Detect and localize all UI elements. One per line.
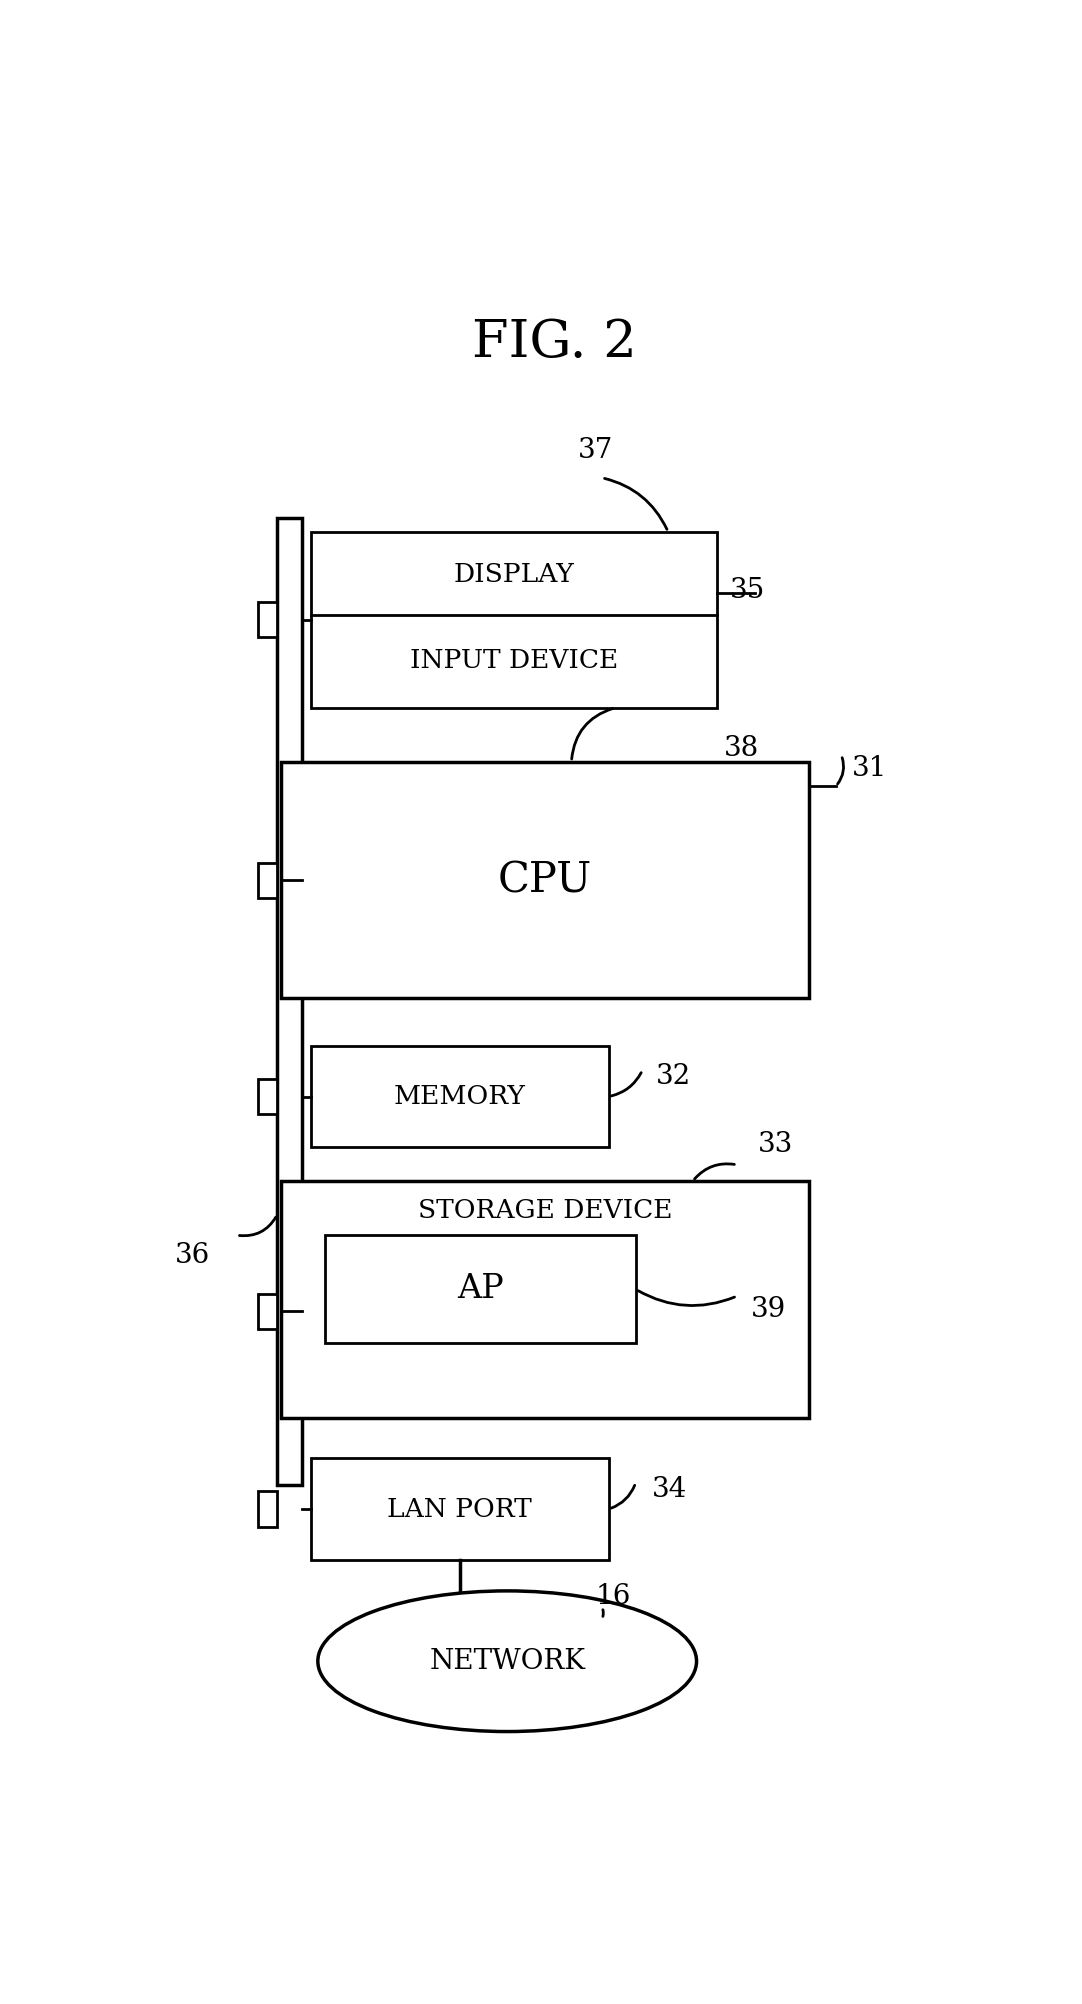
Bar bbox=[277, 519, 302, 1485]
Text: AP: AP bbox=[457, 1273, 503, 1305]
Text: FIG. 2: FIG. 2 bbox=[472, 317, 637, 369]
Ellipse shape bbox=[318, 1591, 697, 1731]
Text: LAN PORT: LAN PORT bbox=[387, 1497, 532, 1521]
Text: INPUT DEVICE: INPUT DEVICE bbox=[410, 647, 618, 673]
Text: NETWORK: NETWORK bbox=[430, 1647, 585, 1675]
Bar bbox=[281, 1180, 809, 1417]
Text: 35: 35 bbox=[730, 577, 766, 603]
Bar bbox=[259, 603, 277, 637]
Bar bbox=[259, 1491, 277, 1527]
Text: 34: 34 bbox=[651, 1477, 687, 1503]
Text: 31: 31 bbox=[853, 756, 887, 782]
Text: 36: 36 bbox=[174, 1242, 210, 1269]
Text: 39: 39 bbox=[751, 1297, 786, 1323]
Bar bbox=[259, 1078, 277, 1114]
Text: 16: 16 bbox=[595, 1583, 631, 1609]
Text: 37: 37 bbox=[578, 437, 612, 465]
Bar bbox=[281, 762, 809, 998]
Text: DISPLAY: DISPLAY bbox=[453, 561, 575, 587]
Bar bbox=[325, 1234, 635, 1343]
Bar bbox=[312, 1046, 608, 1146]
Text: MEMORY: MEMORY bbox=[394, 1084, 526, 1108]
Bar bbox=[259, 1295, 277, 1329]
Text: STORAGE DEVICE: STORAGE DEVICE bbox=[418, 1198, 672, 1222]
Text: 32: 32 bbox=[656, 1064, 691, 1090]
Bar bbox=[312, 1459, 608, 1559]
Bar bbox=[312, 531, 717, 707]
Bar bbox=[259, 862, 277, 898]
Text: 33: 33 bbox=[757, 1130, 793, 1158]
Text: CPU: CPU bbox=[498, 860, 592, 902]
Text: 38: 38 bbox=[724, 735, 758, 762]
